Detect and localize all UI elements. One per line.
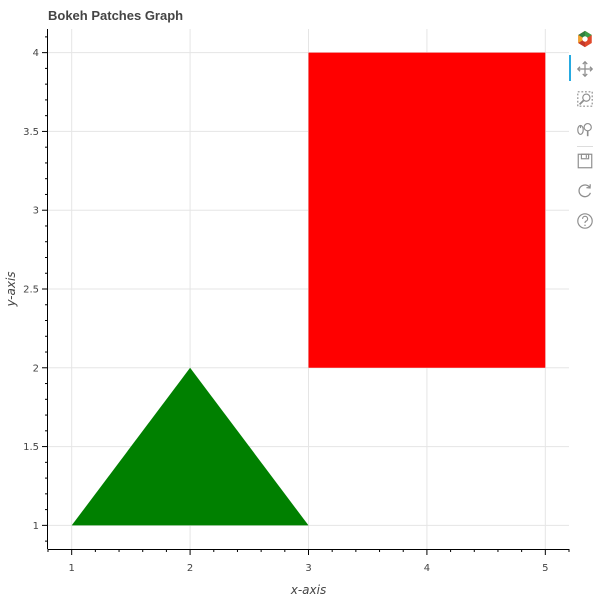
- box-zoom-icon[interactable]: [574, 88, 596, 110]
- reset-icon[interactable]: [574, 180, 596, 202]
- x-tick-label: 1: [68, 563, 74, 574]
- patch-0: [71, 367, 309, 526]
- x-axis-title: x-axis: [290, 583, 326, 597]
- y-tick-label: 3.5: [23, 127, 39, 138]
- y-tick-label: 3: [33, 206, 39, 217]
- bokeh-logo-icon[interactable]: [574, 28, 596, 50]
- x-tick-label: 4: [424, 563, 430, 574]
- chart-title: Bokeh Patches Graph: [48, 8, 184, 23]
- x-tick-label: 5: [542, 563, 548, 574]
- save-icon[interactable]: [574, 150, 596, 172]
- y-tick-label: 2: [33, 363, 39, 374]
- patch-1: [308, 52, 546, 368]
- y-tick-label: 1.5: [23, 442, 39, 453]
- x-tick-label: 2: [187, 563, 193, 574]
- toolbar-separator: [577, 146, 593, 147]
- help-icon[interactable]: [574, 210, 596, 232]
- y-axis-title: y-axis: [4, 271, 18, 307]
- active-tool-indicator: [569, 55, 571, 81]
- patches: [71, 52, 546, 526]
- wheel-zoom-icon[interactable]: [574, 118, 596, 140]
- pan-icon[interactable]: [574, 58, 596, 80]
- y-tick-label: 1: [33, 521, 39, 532]
- y-tick-label: 4: [33, 48, 39, 59]
- axes: 1 2 3 4 5 1 1.5 2 2.5 3 3.5 4: [23, 29, 570, 574]
- x-tick-label: 3: [305, 563, 311, 574]
- y-tick-label: 2.5: [23, 285, 39, 296]
